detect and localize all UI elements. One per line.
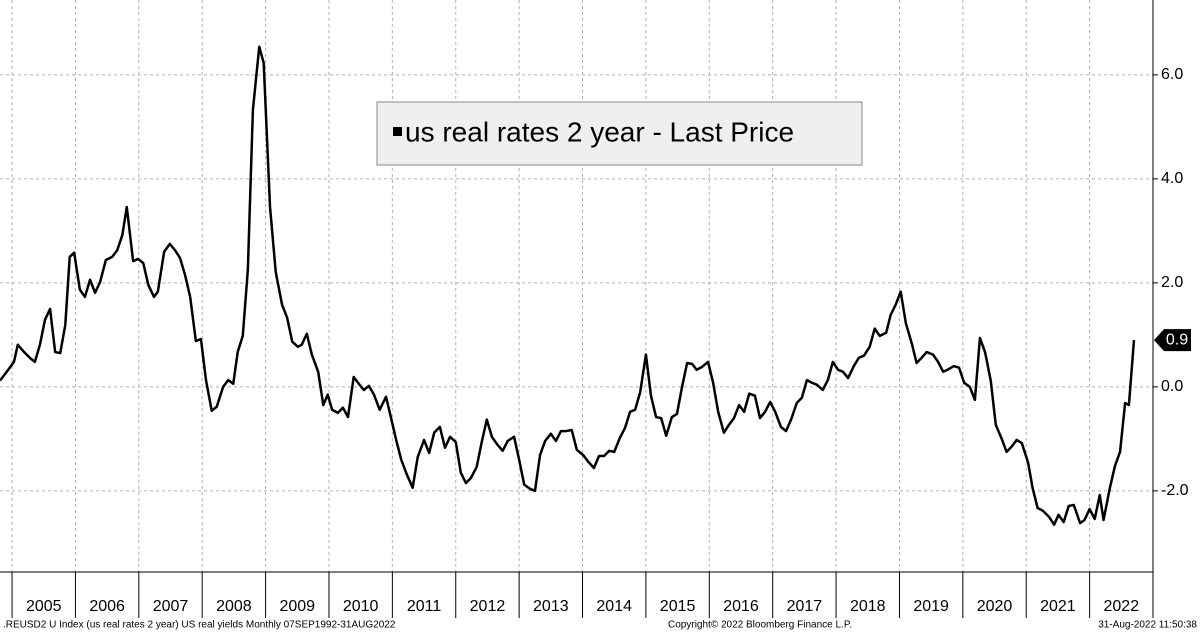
x-tick-label: 2022 <box>1104 598 1140 615</box>
x-tick-label: 2010 <box>343 598 379 615</box>
x-tick-label: 2016 <box>723 598 759 615</box>
y-tick-label: 4.0 <box>1161 170 1183 187</box>
y-tick-label: 0.0 <box>1161 378 1183 395</box>
x-tick-label: 2006 <box>89 598 125 615</box>
legend-box <box>376 101 863 166</box>
plot: 0.9 <box>0 45 1191 526</box>
x-tick-label: 2020 <box>977 598 1013 615</box>
x-tick-label: 2021 <box>1040 598 1076 615</box>
legend-label: us real rates 2 year - Last Price <box>405 116 794 147</box>
last-value-label: 0.9 <box>1166 331 1188 348</box>
x-tick-label: 2018 <box>850 598 886 615</box>
last-value-tag <box>1154 329 1191 352</box>
x-tick-label: 2013 <box>533 598 569 615</box>
y-tick-label: -2.0 <box>1161 482 1189 499</box>
x-tick-label: 2012 <box>470 598 506 615</box>
x-tick-label: 2005 <box>26 598 62 615</box>
line <box>0 45 1136 526</box>
x-tick-label: 2015 <box>660 598 696 615</box>
x-tick-label: 2014 <box>596 598 632 615</box>
x-tick-label: 2019 <box>913 598 949 615</box>
legend-marker <box>393 127 402 136</box>
y-tick-label: 6.0 <box>1161 66 1183 83</box>
footer-left: .REUSD2 U Index (us real rates 2 year) U… <box>3 620 396 631</box>
footer-center: Copyright© 2022 Bloomberg Finance L.P. <box>668 620 852 631</box>
x-tick-label: 2007 <box>153 598 189 615</box>
x-tick-label: 2011 <box>407 598 442 615</box>
x-tick-label: 2017 <box>787 598 823 615</box>
footer-right: 31-Aug-2022 11:50:38 <box>1098 620 1197 631</box>
y-tick-label: 2.0 <box>1161 274 1183 291</box>
x-tick-label: 2008 <box>216 598 252 615</box>
grid: 6.0 4.0 2.0 0.0 -2.0 2005 2006 2007 2008 2009 2010… <box>0 0 1189 618</box>
x-tick-label: 2009 <box>279 598 315 615</box>
